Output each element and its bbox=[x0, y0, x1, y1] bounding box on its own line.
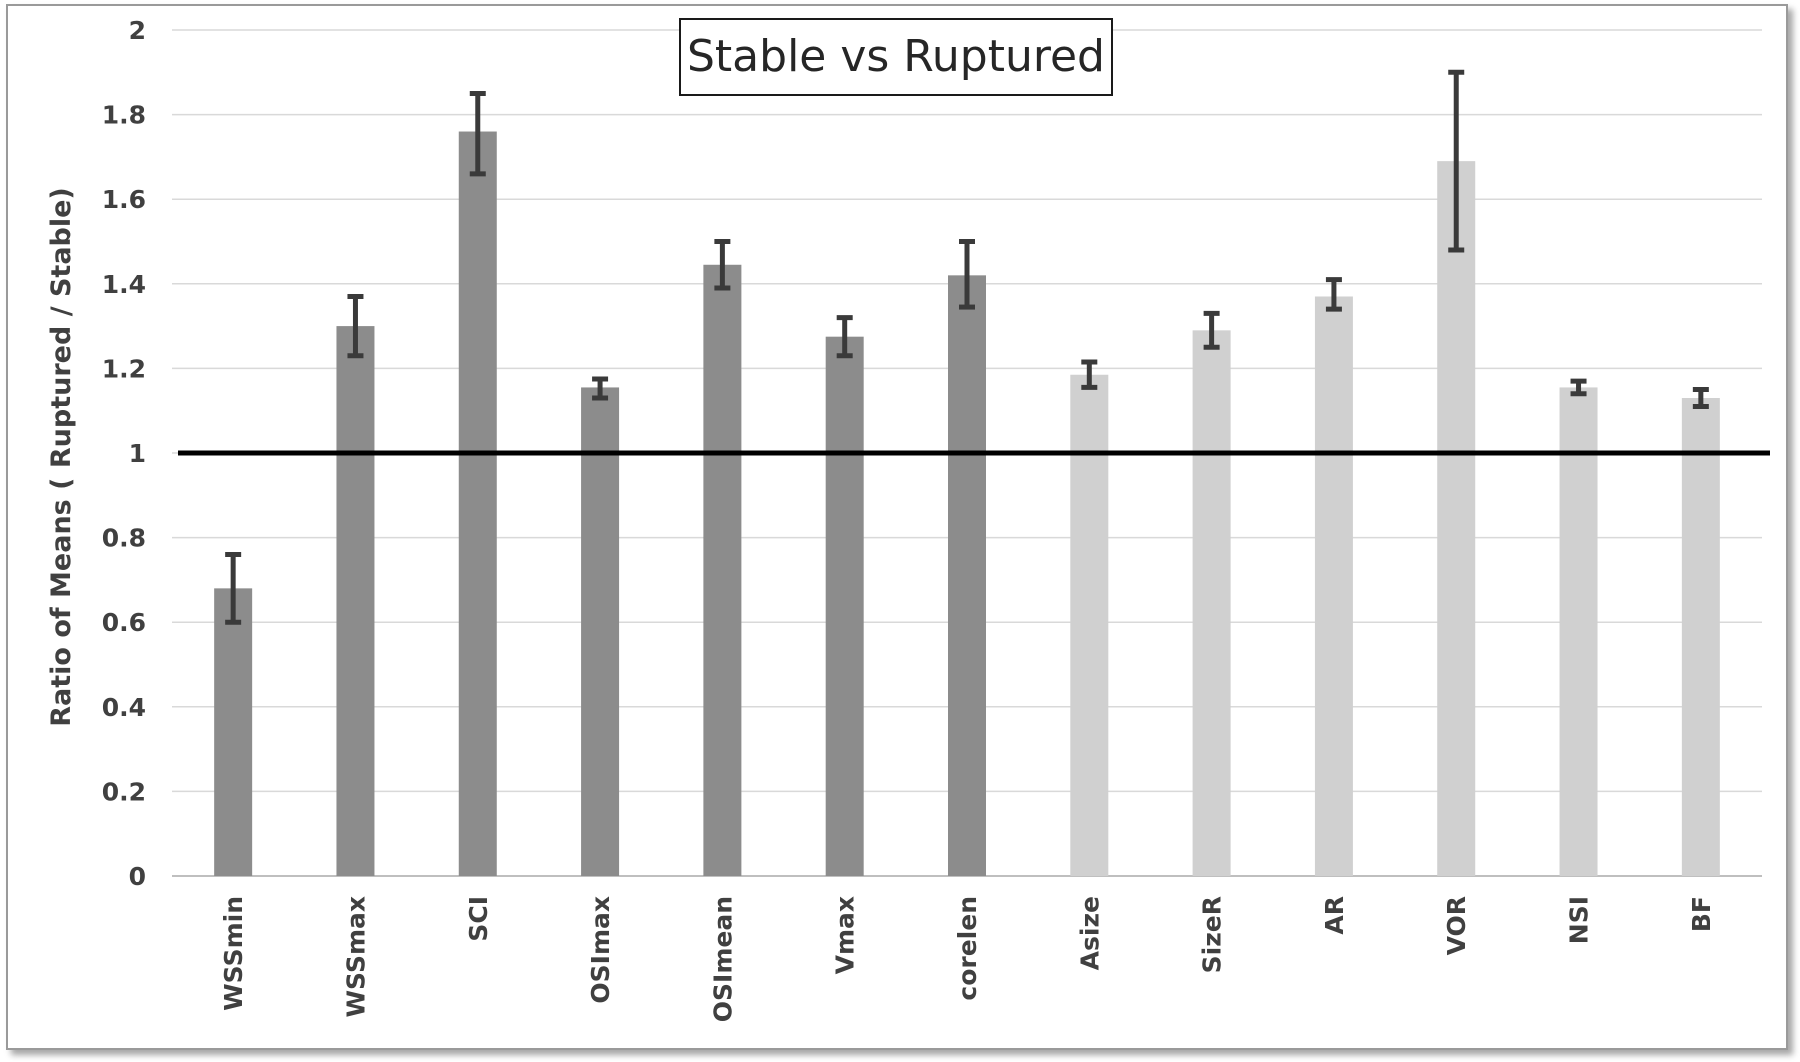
bar-bf bbox=[1681, 398, 1720, 876]
x-tick-label-ar: AR bbox=[1320, 896, 1349, 935]
y-tick-label: 1 bbox=[129, 439, 146, 468]
bar-sci bbox=[458, 131, 497, 876]
error-bar-corelen bbox=[959, 239, 975, 310]
y-tick-label: 0 bbox=[129, 862, 146, 891]
error-bar-osimean bbox=[714, 239, 731, 291]
bar-osimax bbox=[581, 387, 620, 876]
x-tick-label-asize: Asize bbox=[1075, 896, 1104, 970]
y-tick-label: 0.2 bbox=[102, 777, 146, 806]
y-tick-label: 0.4 bbox=[102, 693, 146, 722]
error-bar-ar bbox=[1325, 277, 1342, 312]
bar-nsi bbox=[1559, 387, 1598, 876]
y-tick-label: 1.8 bbox=[102, 101, 146, 130]
bar-asize bbox=[1070, 374, 1109, 876]
chart-title-box: Stable vs Ruptured bbox=[679, 18, 1113, 96]
bar-vor bbox=[1437, 161, 1476, 876]
bar-corelen bbox=[948, 275, 986, 877]
y-axis-ticks: 0 0.2 0.4 0.6 0.8 1 1.2 1.4 1.6 1.8 2 bbox=[102, 16, 146, 891]
error-bar-sizer bbox=[1203, 310, 1220, 350]
chart-title-border bbox=[679, 18, 1113, 96]
y-tick-label: 1.6 bbox=[102, 185, 146, 214]
x-tick-label-vmax: Vmax bbox=[831, 896, 860, 974]
x-tick-label-osimean: OSImean bbox=[708, 896, 737, 1022]
error-bar-bf bbox=[1692, 387, 1709, 409]
y-tick-label: 2 bbox=[129, 16, 146, 45]
bar-wssmin bbox=[214, 588, 253, 876]
x-tick-label-vor: VOR bbox=[1442, 896, 1471, 955]
x-tick-label-bf: BF bbox=[1687, 896, 1716, 932]
y-tick-label: 0.8 bbox=[102, 524, 146, 553]
error-bar-sci bbox=[469, 90, 486, 177]
x-axis-ticks: WSSmin WSSmax SCI OSImax OSImean Vmax corelen A… bbox=[219, 896, 1716, 1022]
y-axis-title: Ratio of Means ( Ruptured / Stable) bbox=[46, 187, 77, 727]
x-tick-label-sizer: SizeR bbox=[1198, 896, 1227, 973]
error-bars bbox=[225, 69, 1709, 625]
error-bar-vmax bbox=[836, 315, 853, 359]
bars bbox=[214, 131, 1720, 877]
x-tick-label-sci: SCI bbox=[464, 896, 493, 942]
error-bar-osimax bbox=[592, 376, 609, 401]
bar-osimean bbox=[703, 264, 742, 876]
y-tick-label: 1.2 bbox=[102, 354, 146, 383]
error-bar-wssmax bbox=[347, 293, 364, 359]
x-tick-label-corelen: corelen bbox=[953, 896, 982, 1001]
y-tick-label: 1.4 bbox=[102, 270, 146, 299]
bar-sizer bbox=[1192, 330, 1231, 877]
x-tick-label-nsi: NSI bbox=[1565, 896, 1594, 944]
bar-vmax bbox=[825, 336, 864, 876]
x-tick-label-wssmin: WSSmin bbox=[219, 896, 248, 1011]
error-bar-vor bbox=[1448, 69, 1465, 253]
chart-title: Stable vs Ruptured bbox=[687, 31, 1105, 82]
x-tick-label-wssmax: WSSmax bbox=[341, 896, 370, 1018]
bar-wssmax bbox=[336, 326, 375, 877]
error-bar-nsi bbox=[1570, 378, 1587, 397]
error-bar-wssmin bbox=[225, 552, 242, 625]
bar-ar bbox=[1314, 296, 1353, 876]
y-tick-label: 0.6 bbox=[102, 608, 146, 637]
error-bar-asize bbox=[1081, 359, 1098, 390]
x-tick-label-osimax: OSImax bbox=[586, 896, 615, 1004]
